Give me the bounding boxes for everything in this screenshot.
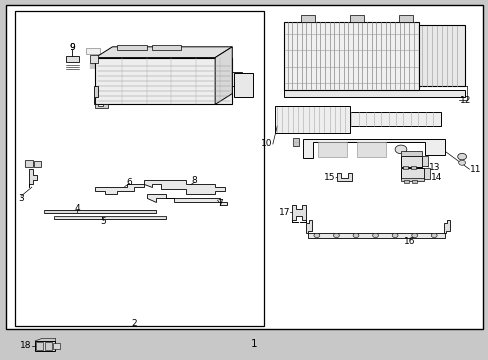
Bar xyxy=(411,180,416,183)
Text: 10: 10 xyxy=(261,139,272,148)
Text: 12: 12 xyxy=(459,95,470,104)
Polygon shape xyxy=(95,184,144,194)
Text: 14: 14 xyxy=(430,174,442,182)
Circle shape xyxy=(391,233,397,238)
Bar xyxy=(274,106,349,133)
Circle shape xyxy=(394,145,406,154)
Bar xyxy=(403,166,407,169)
Bar xyxy=(403,180,408,183)
Bar xyxy=(418,25,464,86)
Polygon shape xyxy=(146,194,227,205)
Text: 13: 13 xyxy=(428,163,440,171)
Bar xyxy=(233,73,253,97)
Text: 2: 2 xyxy=(131,320,137,328)
Text: 1: 1 xyxy=(250,339,257,349)
Bar xyxy=(65,56,79,62)
Bar xyxy=(90,55,98,63)
Text: 9: 9 xyxy=(69,43,75,52)
Bar xyxy=(398,15,412,22)
Polygon shape xyxy=(144,180,224,194)
Bar xyxy=(53,343,60,349)
Bar xyxy=(34,161,41,167)
Bar xyxy=(85,48,100,54)
Bar xyxy=(35,341,55,351)
Bar xyxy=(356,142,386,157)
Polygon shape xyxy=(29,169,37,187)
Text: 15: 15 xyxy=(323,174,335,182)
Circle shape xyxy=(458,160,465,165)
Bar xyxy=(151,45,181,50)
Bar xyxy=(400,168,424,179)
Bar xyxy=(36,342,43,350)
Bar xyxy=(95,58,232,104)
Bar xyxy=(410,166,415,169)
Bar xyxy=(307,233,444,238)
Text: 9: 9 xyxy=(69,43,75,52)
Circle shape xyxy=(430,233,436,238)
Text: 3: 3 xyxy=(18,194,24,203)
Polygon shape xyxy=(95,47,232,58)
Bar xyxy=(283,90,464,97)
Polygon shape xyxy=(305,220,311,233)
Text: 6: 6 xyxy=(126,177,132,186)
Polygon shape xyxy=(291,205,305,220)
Circle shape xyxy=(372,233,378,238)
Circle shape xyxy=(333,233,339,238)
Bar xyxy=(45,342,52,350)
Polygon shape xyxy=(215,47,232,104)
Text: 18: 18 xyxy=(20,341,32,350)
Text: 8: 8 xyxy=(191,176,197,185)
Polygon shape xyxy=(422,156,427,166)
Bar xyxy=(400,151,422,156)
Circle shape xyxy=(411,233,417,238)
Text: 11: 11 xyxy=(469,165,481,174)
Circle shape xyxy=(313,233,319,238)
Circle shape xyxy=(352,233,358,238)
Text: 4: 4 xyxy=(74,204,80,212)
Polygon shape xyxy=(443,220,449,233)
Text: 5: 5 xyxy=(100,216,105,225)
Bar xyxy=(25,160,33,167)
Circle shape xyxy=(457,153,466,160)
Bar xyxy=(15,11,264,326)
Text: 7: 7 xyxy=(217,199,223,208)
Bar xyxy=(283,22,418,90)
Polygon shape xyxy=(95,104,107,108)
Bar xyxy=(400,156,422,167)
Polygon shape xyxy=(303,139,444,158)
Text: 16: 16 xyxy=(403,237,415,246)
Bar xyxy=(349,15,364,22)
Bar xyxy=(293,138,299,146)
Polygon shape xyxy=(94,86,98,104)
Bar xyxy=(300,15,315,22)
Bar xyxy=(349,112,440,126)
Bar xyxy=(117,45,146,50)
Bar xyxy=(44,210,156,213)
Bar xyxy=(400,178,424,181)
Polygon shape xyxy=(232,72,242,86)
Bar xyxy=(317,142,346,157)
Bar xyxy=(54,216,166,219)
Polygon shape xyxy=(424,168,429,179)
Text: 17: 17 xyxy=(278,208,289,217)
Polygon shape xyxy=(337,173,351,181)
